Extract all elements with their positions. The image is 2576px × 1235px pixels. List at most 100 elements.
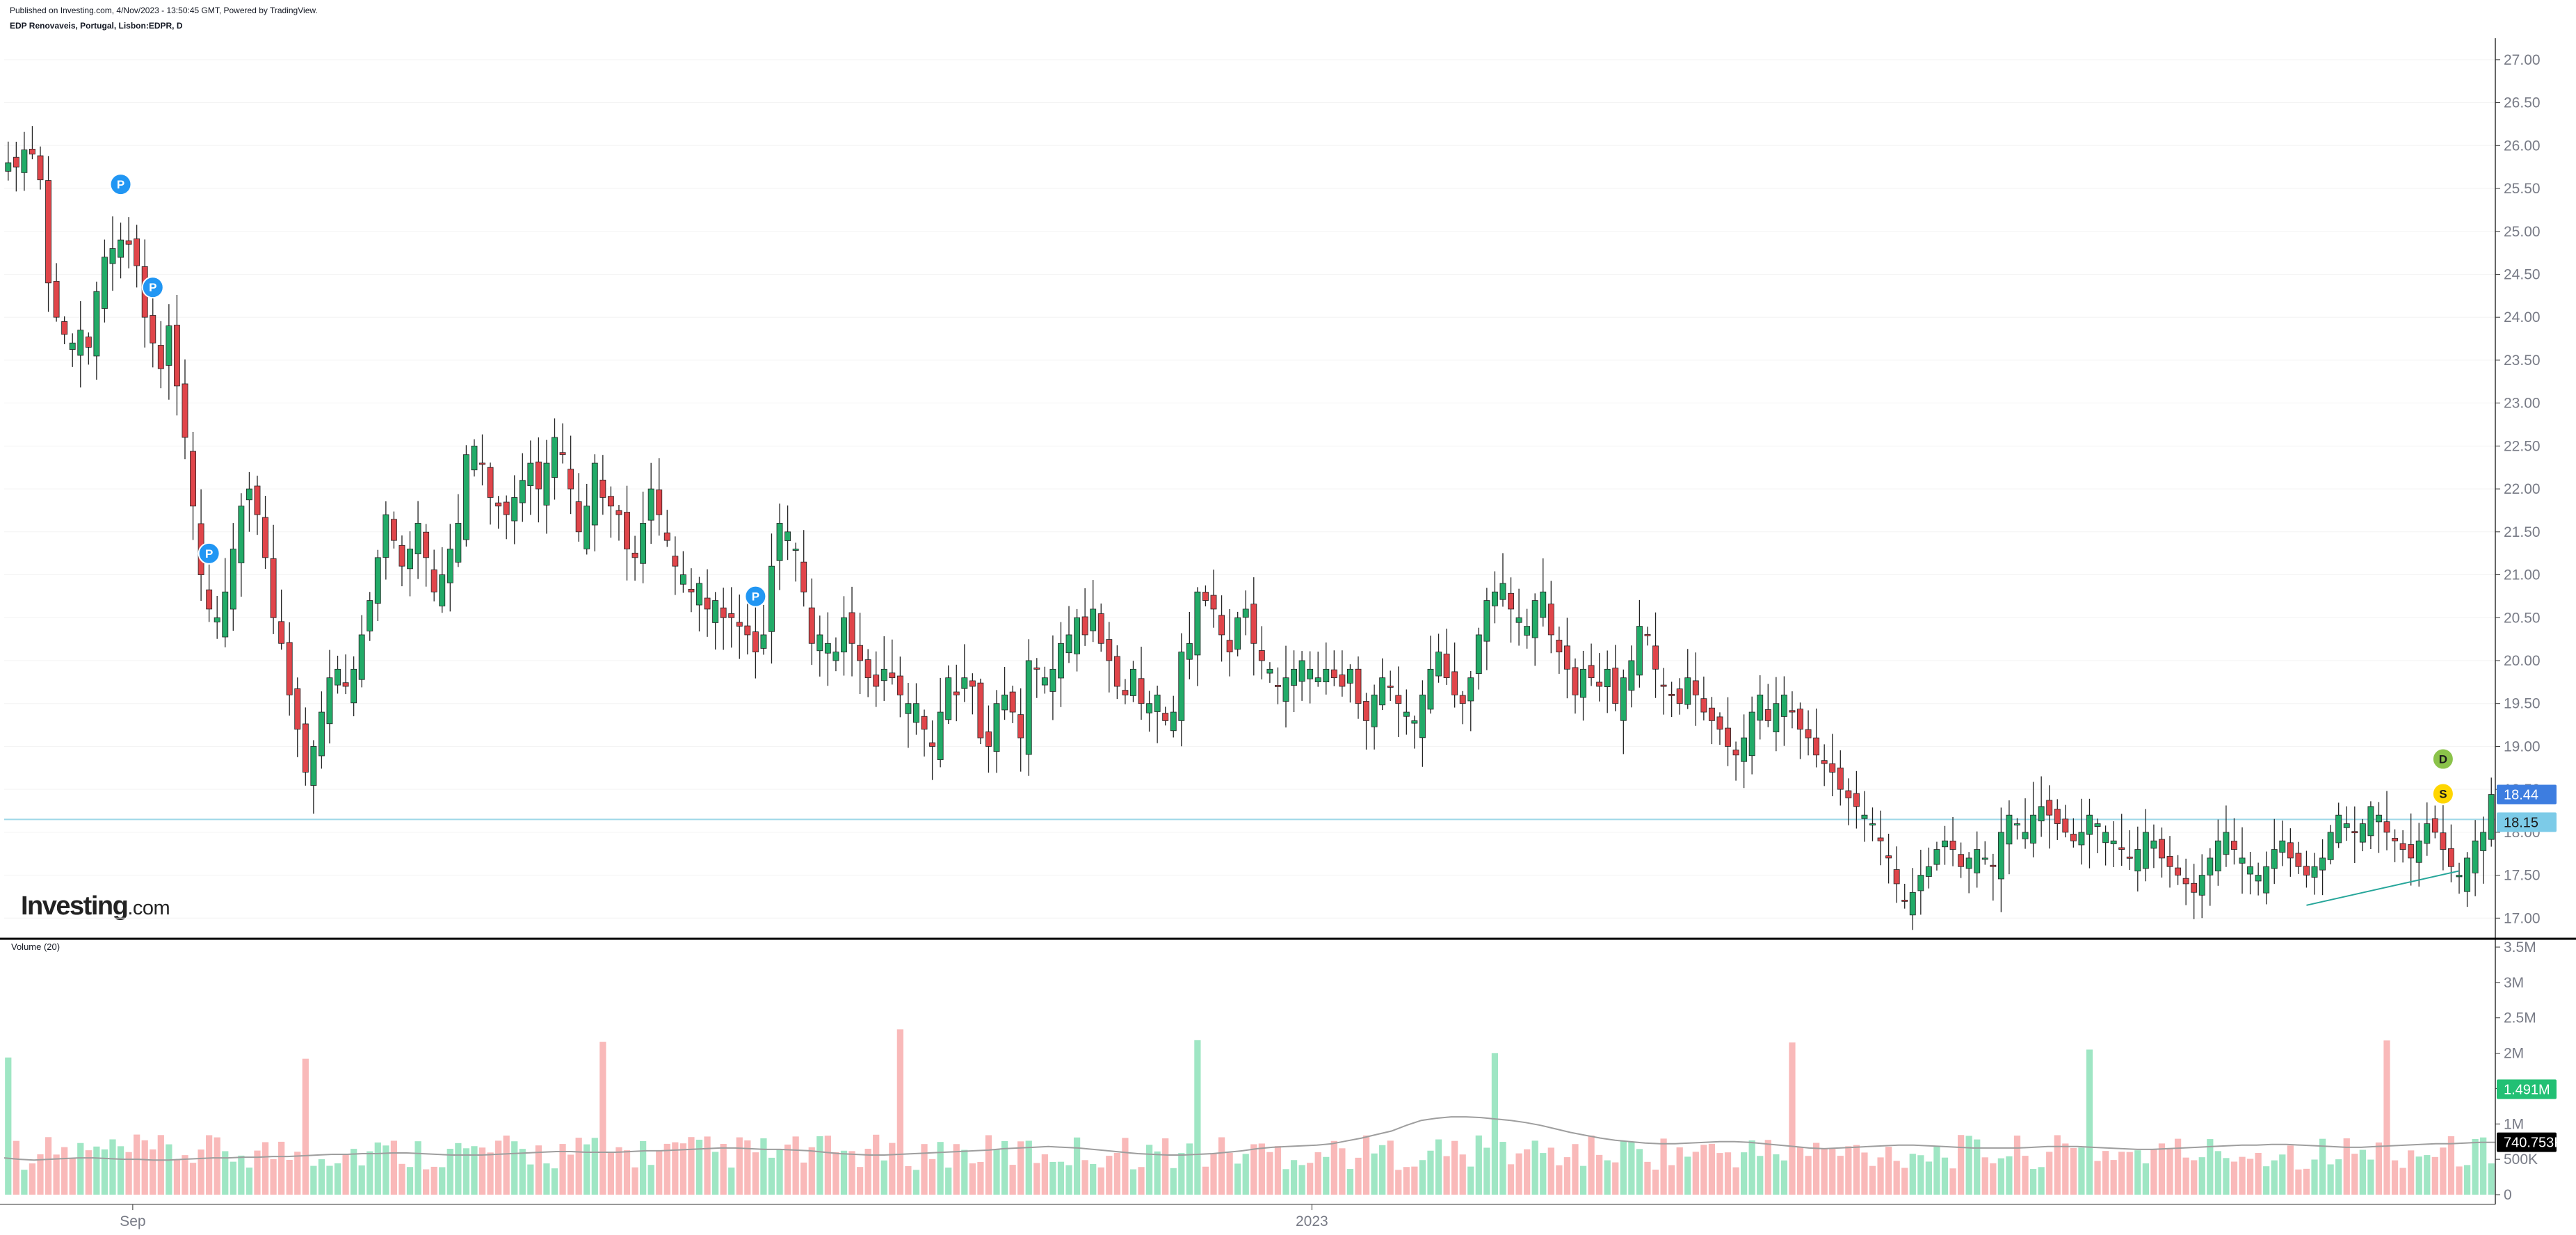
volume-bar xyxy=(1644,1161,1651,1195)
volume-bar xyxy=(816,1136,823,1195)
volume-bar xyxy=(1090,1163,1097,1195)
candle-body xyxy=(776,523,783,561)
candle-body xyxy=(1524,626,1531,636)
volume-bar xyxy=(672,1142,679,1195)
candle-body xyxy=(1725,727,1731,747)
volume-bar xyxy=(1524,1149,1531,1195)
candle-body xyxy=(2311,866,2318,878)
volume-bar xyxy=(1805,1156,1812,1195)
candle-body xyxy=(2118,847,2125,850)
volume-bar xyxy=(2431,1156,2438,1195)
candle-body xyxy=(1130,668,1136,696)
candle-body xyxy=(1041,677,1048,686)
candle-body xyxy=(2488,794,2495,840)
volume-bar xyxy=(1885,1147,1892,1195)
candle-body xyxy=(1090,608,1097,631)
volume-bar xyxy=(784,1144,791,1195)
candle-body xyxy=(230,549,236,610)
volume-bar xyxy=(2126,1152,2133,1195)
price-tick-label: 23.00 xyxy=(2504,396,2541,412)
volume-bar xyxy=(1202,1166,1209,1195)
candle-body xyxy=(575,501,582,533)
candle-body xyxy=(1708,707,1715,721)
candle-body xyxy=(2126,856,2133,859)
pane-frame xyxy=(0,38,2576,1205)
volume-bar xyxy=(206,1135,213,1195)
volume-bar xyxy=(607,1152,615,1195)
candle-body xyxy=(841,617,847,653)
candle-body xyxy=(1612,668,1619,704)
candle-body xyxy=(262,517,268,558)
volume-bar xyxy=(1395,1170,1402,1195)
candle-body xyxy=(824,643,831,654)
last-volume-tag-bg xyxy=(2497,1079,2557,1099)
candle-body xyxy=(2335,814,2342,843)
candle-body xyxy=(351,668,357,704)
volume-bar xyxy=(1435,1139,1442,1195)
candle-body xyxy=(1242,608,1249,618)
candle-body xyxy=(1780,694,1787,717)
candle-body xyxy=(13,156,19,168)
candle-body xyxy=(446,549,453,583)
support-trendline xyxy=(2306,870,2460,906)
candle-body xyxy=(527,462,534,486)
candle-body xyxy=(1813,737,1820,756)
trendline xyxy=(2306,870,2460,906)
volume-bar xyxy=(1145,1145,1153,1195)
volume-bar xyxy=(1065,1165,1072,1195)
volume-bar xyxy=(302,1058,309,1195)
volume-bar xyxy=(406,1167,414,1195)
candle-body xyxy=(1805,729,1812,738)
price-tick-label: 17.50 xyxy=(2504,868,2541,884)
candle-body xyxy=(2070,834,2077,841)
volume-bar xyxy=(1017,1141,1024,1195)
volume-bar xyxy=(1700,1145,1707,1195)
candle-body xyxy=(1732,750,1739,756)
candle-body xyxy=(495,502,502,507)
candle-body xyxy=(768,565,775,632)
candle-body xyxy=(1017,714,1024,738)
candle-body xyxy=(407,549,413,570)
volume-bar xyxy=(1829,1147,1836,1195)
price-tick-label: 17.00 xyxy=(2504,910,2541,926)
volume-bar xyxy=(1837,1156,1844,1195)
candle-body xyxy=(1580,668,1586,698)
candle-body xyxy=(326,677,333,725)
candle-body xyxy=(2343,823,2350,828)
candle-body xyxy=(2424,823,2431,844)
volume-bar xyxy=(1780,1160,1788,1195)
candle-body xyxy=(1547,604,1554,636)
candle-body xyxy=(1909,891,1916,916)
volume-bar xyxy=(1355,1157,1362,1195)
volume-bar xyxy=(511,1141,518,1195)
volume-bar xyxy=(1893,1161,1900,1195)
candle-body xyxy=(1395,695,1402,704)
price-tick-label: 23.50 xyxy=(2504,353,2541,369)
volume-bar xyxy=(2207,1139,2214,1195)
candle-body xyxy=(1572,667,1579,695)
candle-body xyxy=(254,485,261,515)
candle-body xyxy=(1636,626,1643,676)
price-tick-label: 26.50 xyxy=(2504,95,2541,111)
volume-bar xyxy=(2223,1158,2230,1195)
volume-bar xyxy=(1748,1140,1755,1195)
candle-body xyxy=(1692,680,1699,695)
last-volume-tag-label: 1.491M xyxy=(2504,1082,2550,1097)
volume-bar xyxy=(1097,1167,1104,1195)
volume-bar xyxy=(1877,1157,1884,1195)
candle-body xyxy=(101,257,108,309)
candle-body xyxy=(2408,844,2415,859)
marker-d-badge xyxy=(2431,748,2454,770)
volume-bar xyxy=(2415,1156,2422,1195)
volume-bar xyxy=(487,1152,494,1195)
volume-bar xyxy=(1025,1140,1032,1195)
candle-body xyxy=(2150,840,2157,849)
candle-body xyxy=(1483,600,1490,642)
candle-body xyxy=(487,467,494,498)
candle-body xyxy=(2392,838,2399,841)
candle-body xyxy=(2239,857,2246,864)
volume-bar xyxy=(2110,1160,2117,1195)
candle-body xyxy=(2134,849,2141,872)
